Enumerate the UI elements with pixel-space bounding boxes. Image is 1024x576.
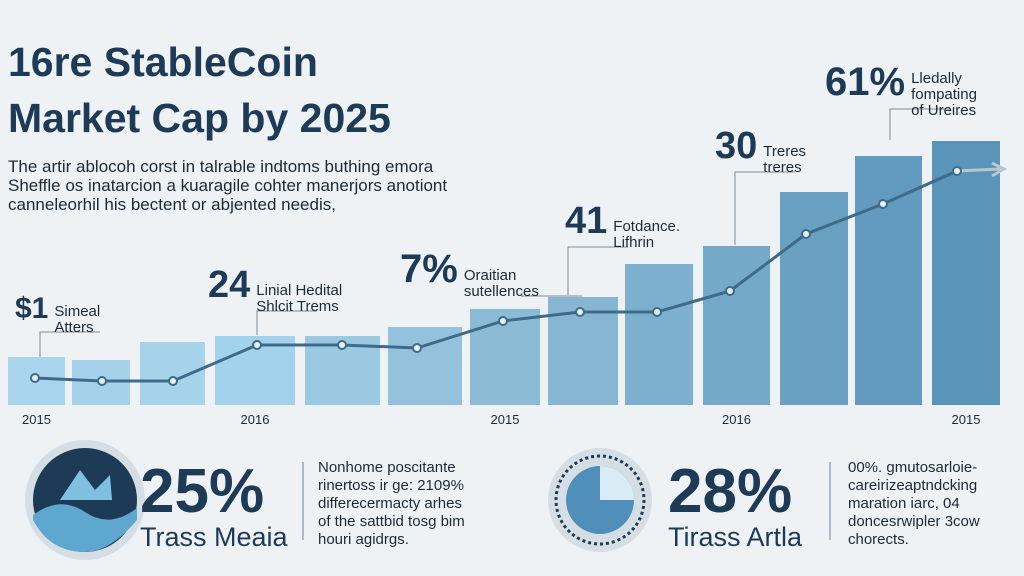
x-tick-label: 2015 xyxy=(491,412,520,427)
bar xyxy=(780,192,848,405)
x-tick-label: 2015 xyxy=(952,412,981,427)
gauge-ticks xyxy=(554,454,646,546)
line-arrow xyxy=(956,161,1008,178)
stat-text: 00%. gmutosarloie- xyxy=(848,459,977,476)
icon-wave xyxy=(33,504,137,552)
description: canneleorhil his bectent or abjented nee… xyxy=(8,195,336,214)
annotation-text: Atters xyxy=(54,319,93,336)
annotation-value: $1 xyxy=(15,292,48,325)
line-point xyxy=(30,373,40,383)
title-line: 16re StableCoin xyxy=(8,39,318,85)
annotation-text: sutellences xyxy=(464,283,539,300)
x-tick-label: 2015 xyxy=(22,412,51,427)
gauge-slice xyxy=(600,466,634,500)
title-line: Market Cap by 2025 xyxy=(8,95,391,141)
annotation-text: Lledally xyxy=(911,70,962,87)
line-point xyxy=(97,376,107,386)
bar xyxy=(140,342,205,405)
leader-line xyxy=(567,246,628,295)
line-point xyxy=(952,166,962,176)
leader-line xyxy=(889,108,950,140)
description: Sheffle os inatarcion a kuaragile cohter… xyxy=(8,176,447,195)
line-point xyxy=(337,340,347,350)
bar xyxy=(625,264,693,405)
leader-line xyxy=(734,171,795,245)
stat-text: differecermacty arhes xyxy=(318,495,462,512)
line-point xyxy=(725,286,735,296)
stat-text: careirizeaptndcking xyxy=(848,477,977,494)
bar xyxy=(703,246,770,405)
bar xyxy=(855,156,922,405)
annotation-text: of Ureires xyxy=(911,102,976,119)
annotation-value: 30 xyxy=(715,125,757,167)
x-tick-label: 2016 xyxy=(241,412,270,427)
annotation-value: 24 xyxy=(208,264,250,306)
stat-text: houri agidrgs. xyxy=(318,531,409,548)
annotation-text: fompating xyxy=(911,86,977,103)
line-point xyxy=(878,199,888,209)
annotation-value: 41 xyxy=(565,200,607,242)
line-point xyxy=(575,307,585,317)
annotation-text: Oraitian xyxy=(464,267,517,284)
stat-value: 25% xyxy=(140,457,264,526)
leader-line xyxy=(521,295,582,297)
annotation-text: Fotdance. xyxy=(613,218,680,235)
stat-text: chorects. xyxy=(848,531,909,548)
line-point xyxy=(652,307,662,317)
stat-value: 28% xyxy=(668,457,792,526)
stat-text: maration iarc, 04 xyxy=(848,495,960,512)
leader-line xyxy=(256,310,317,335)
annotation-value: 61% xyxy=(825,60,905,104)
bar xyxy=(388,327,462,405)
line-point xyxy=(801,229,811,239)
x-tick-label: 2016 xyxy=(722,412,751,427)
bar xyxy=(932,141,1000,405)
line-point xyxy=(252,340,262,350)
stat-text: of the sattbid tosg bim xyxy=(318,513,465,530)
stat-text: rinertoss ir ge: 2109% xyxy=(318,477,464,494)
annotation-text: Treres xyxy=(763,143,806,160)
line-point xyxy=(412,343,422,353)
annotation-text: treres xyxy=(763,159,801,176)
annotation-text: Shlcit Trems xyxy=(256,298,339,315)
line-point xyxy=(168,376,178,386)
stat-label: Trass Meaia xyxy=(140,522,289,552)
line-point xyxy=(498,316,508,326)
leader-line xyxy=(39,331,100,357)
description: The artir ablocoh corst in talrable indt… xyxy=(8,157,434,176)
annotation-text: Linial Hedital xyxy=(256,282,342,299)
annotation-text: Simeal xyxy=(54,303,100,320)
stat-label: Tirass Artla xyxy=(668,522,803,552)
icon-shape xyxy=(60,470,112,500)
stat-text: Nonhome poscitante xyxy=(318,459,456,476)
annotation-value: 7% xyxy=(400,247,458,291)
stat-text: doncesrwipler 3cow xyxy=(848,513,980,530)
annotation-text: Lifhrin xyxy=(613,234,654,251)
